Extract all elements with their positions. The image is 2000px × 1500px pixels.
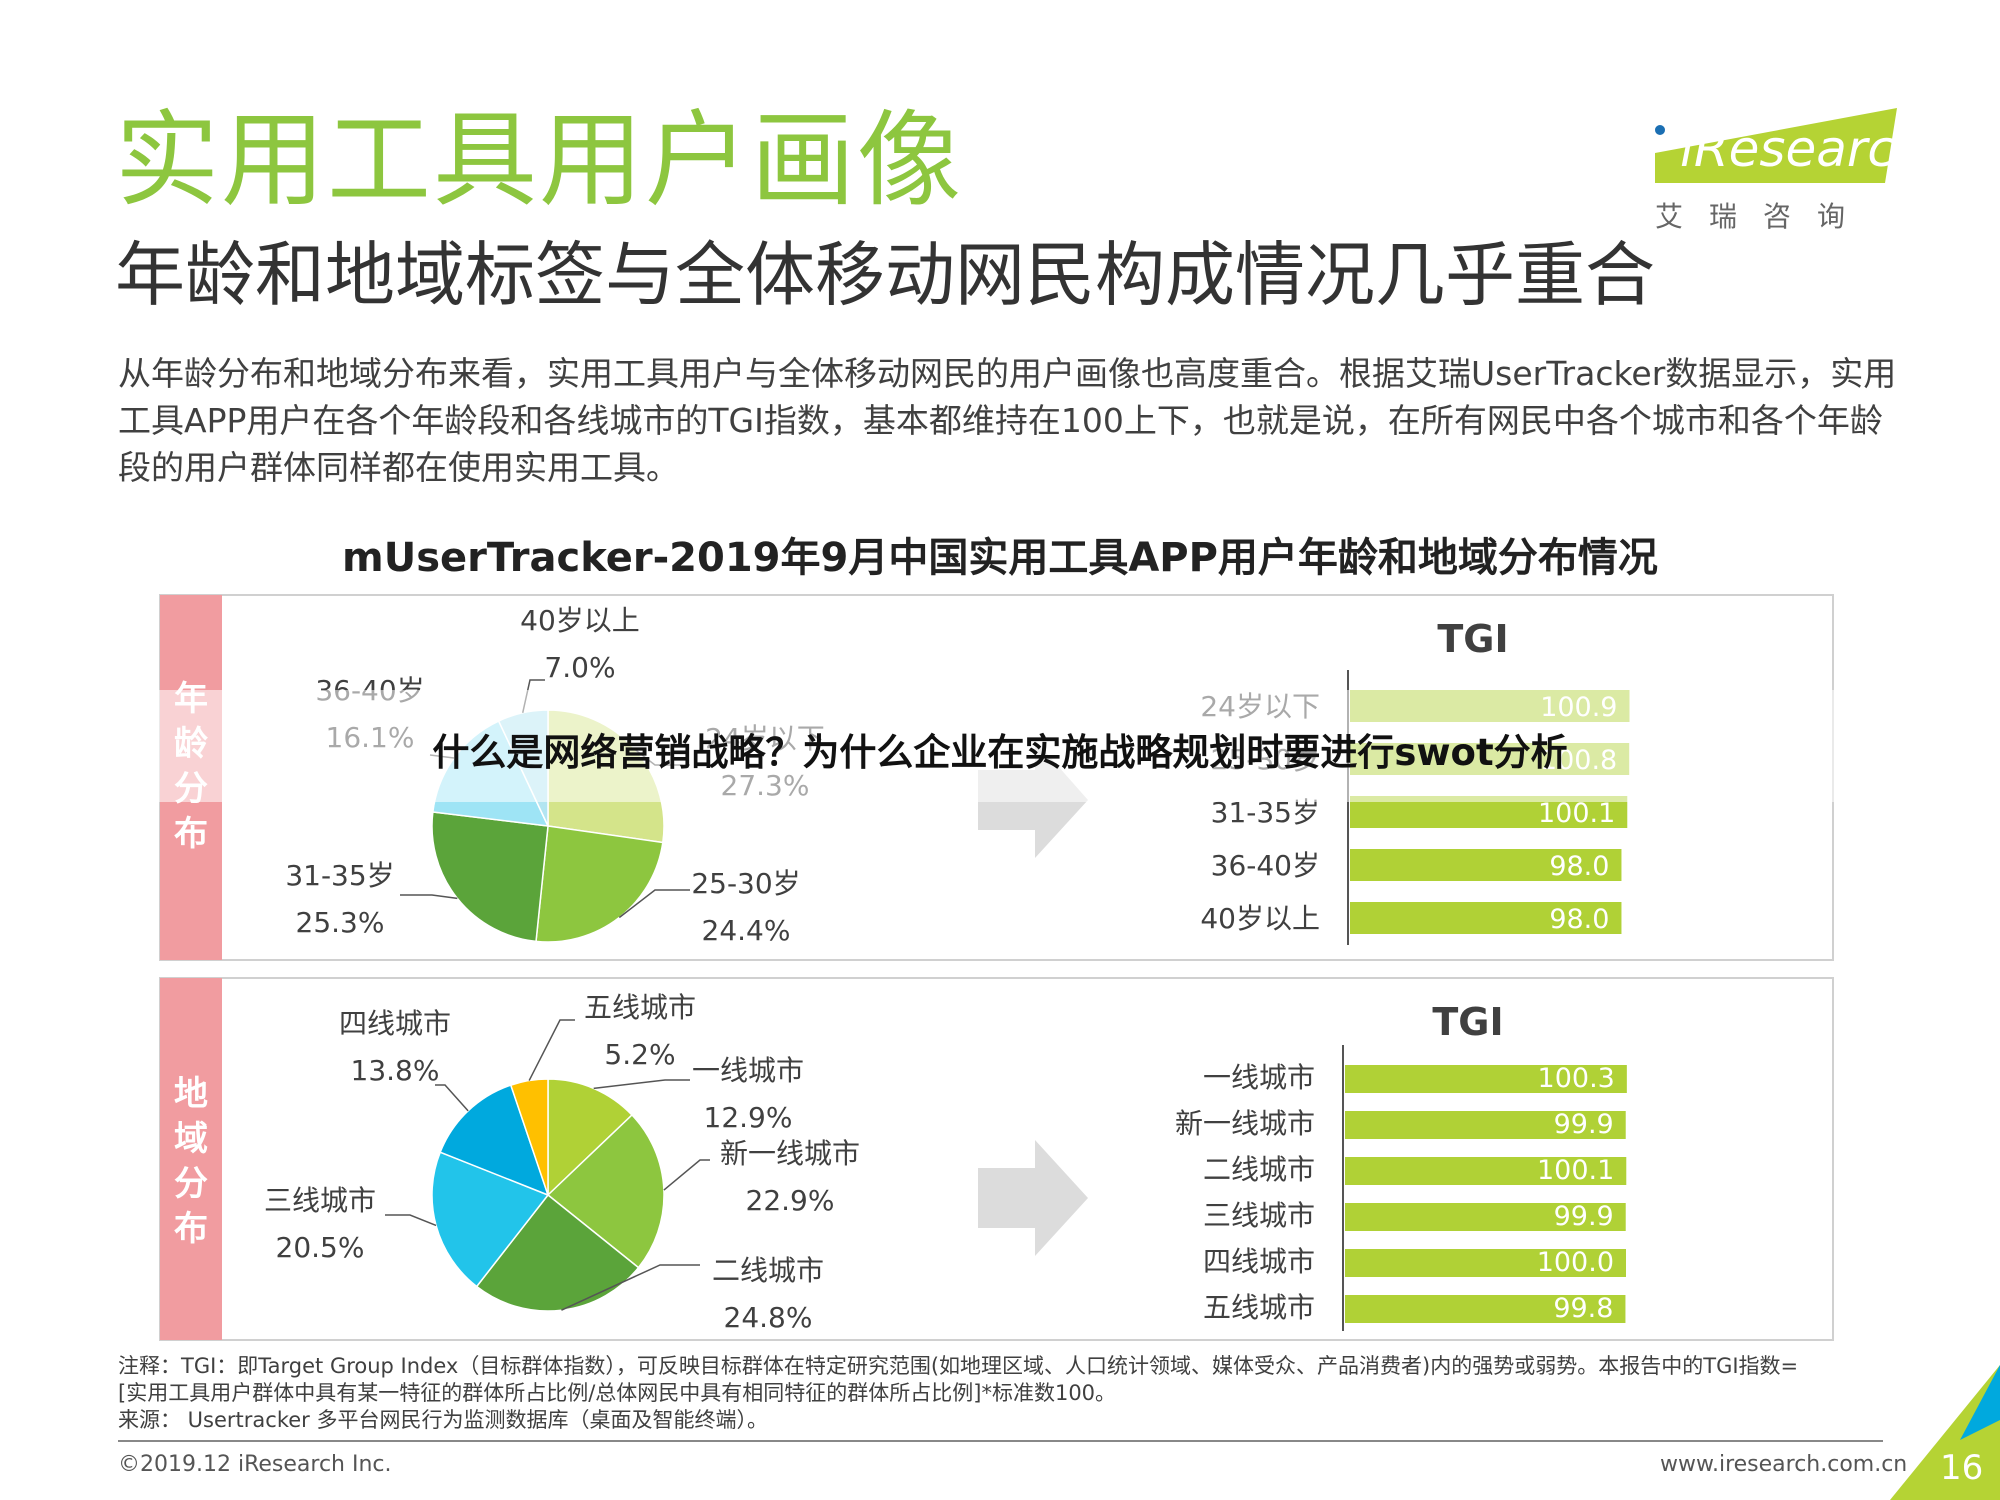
tgi-bar	[1345, 1157, 1627, 1185]
pie-value-label: 25.3%	[296, 906, 385, 939]
overlay-banner	[0, 690, 2000, 802]
overlay-banner-text: 什么是网络营销战略？为什么企业在实施战略规划时要进行swot分析	[432, 731, 1568, 774]
pie-slice	[431, 1151, 550, 1288]
footer-divider	[118, 1440, 1883, 1442]
tgi-bar	[1345, 1249, 1626, 1277]
tgi-bar	[1345, 1203, 1626, 1231]
footnote-source: 来源： Usertracker 多平台网民行为监测数据库（桌面及智能终端）。	[118, 1408, 768, 1432]
body-paragraph: 从年龄分布和地域分布来看，实用工具用户与全体移动网民的用户画像也高度重合。根据艾…	[118, 354, 1897, 487]
pie-leader-line	[528, 1019, 575, 1081]
pie-leader-line	[385, 1214, 437, 1227]
pie-leader-line	[435, 1084, 469, 1112]
tgi-category-label: 新一线城市	[1175, 1107, 1315, 1140]
pie-leader-line	[561, 1264, 700, 1311]
pie-category-label: 二线城市	[712, 1254, 824, 1287]
pie-category-label: 四线城市	[339, 1007, 451, 1040]
pie-value-label: 20.5%	[276, 1231, 365, 1264]
pie-category-label: 一线城市	[692, 1054, 804, 1087]
tgi-value-label: 99.9	[1554, 1201, 1614, 1232]
tgi-category-label: 四线城市	[1203, 1245, 1315, 1278]
tgi-category-label: 五线城市	[1203, 1291, 1315, 1324]
region-side-label-1: 地	[174, 1074, 208, 1114]
tgi-category-label: 36-40岁	[1211, 849, 1320, 882]
page-title: 实用工具用户画像	[115, 99, 964, 221]
pie-category-label: 三线城市	[264, 1184, 376, 1217]
pie-category-label: 25-30岁	[691, 867, 800, 900]
tgi-value-label: 100.1	[1538, 798, 1615, 829]
pie-slice	[535, 825, 664, 943]
chart-title: mUserTracker-2019年9月中国实用工具APP用户年龄和地域分布情况	[342, 535, 1658, 581]
pie-value-label: 7.0%	[544, 651, 615, 684]
region-tgi-chart: TGI 一线城市 100.3 新一线城市 99.9 二线城市 100.1 三线城市 99.9 四线…	[1175, 1000, 1627, 1331]
page-subtitle: 年龄和地域标签与全体移动网民构成情况几乎重合	[115, 234, 1655, 316]
pie-slice	[509, 1078, 549, 1196]
pie-leader-line	[618, 889, 690, 919]
logo-text: iResearch	[1680, 120, 1927, 178]
pie-leader-line	[593, 1079, 690, 1090]
region-side-label-4: 布	[174, 1209, 208, 1249]
pie-leader-line	[400, 894, 458, 900]
region-arrow-icon	[978, 1140, 1088, 1256]
iresearch-logo	[1655, 108, 1897, 183]
pie-value-label: 24.8%	[724, 1301, 813, 1334]
footnote-line-1: 注释：TGI：即Target Group Index（目标群体指数），可反映目标…	[118, 1354, 1799, 1378]
tgi-value-label: 98.0	[1549, 904, 1609, 935]
pie-category-label: 31-35岁	[285, 859, 394, 892]
logo-shape	[1655, 108, 1897, 183]
tgi-bar	[1345, 1295, 1626, 1323]
logo-subtext: 艾瑞咨询	[1655, 200, 1872, 233]
pie-category-label: 新一线城市	[720, 1137, 860, 1170]
region-side-label-bg	[160, 978, 222, 1340]
pie-value-label: 24.4%	[702, 914, 791, 947]
pie-value-label: 22.9%	[746, 1184, 835, 1217]
age-side-label-4: 布	[174, 814, 208, 854]
pie-category-label: 40岁以上	[520, 604, 640, 637]
pie-slice	[547, 1078, 634, 1197]
pie-slice	[431, 811, 549, 943]
tgi-bar	[1350, 849, 1622, 881]
tgi-category-label: 三线城市	[1203, 1199, 1315, 1232]
pie-value-label: 5.2%	[604, 1038, 675, 1071]
corner-decoration	[1890, 1365, 2000, 1500]
region-pie-chart: 一线城市 12.9%新一线城市 22.9% 二线城市 24.8% 三线城市 20.5% 四线城…	[264, 991, 860, 1334]
tgi-value-label: 98.0	[1549, 851, 1609, 882]
tgi-bar	[1350, 902, 1622, 934]
footnote: 注释：TGI：即Target Group Index（目标群体指数），可反映目标…	[118, 1353, 1908, 1434]
pie-value-label: 13.8%	[351, 1054, 440, 1087]
region-side-label-3: 分	[174, 1164, 208, 1204]
corner-decoration-blue	[1960, 1365, 2000, 1440]
tgi-value-label: 99.9	[1554, 1109, 1614, 1140]
copyright: ©2019.12 iResearch Inc.	[118, 1452, 392, 1477]
pie-slice	[546, 1113, 665, 1269]
footnote-line-2: [实用工具用户群体中具有某一特征的群体所占比例/总体网民中具有相同特征的群体所占…	[118, 1381, 1117, 1405]
tgi-value-label: 100.3	[1538, 1063, 1615, 1094]
tgi-category-label: 一线城市	[1203, 1061, 1315, 1094]
logo-dot	[1655, 125, 1665, 135]
tgi-bar	[1345, 1065, 1627, 1093]
tgi-value-label: 100.1	[1537, 1155, 1614, 1186]
tgi-category-label: 二线城市	[1203, 1153, 1315, 1186]
pie-leader-line	[663, 1159, 710, 1191]
tgi-bar	[1345, 1111, 1626, 1139]
tgi-value-label: 100.0	[1537, 1247, 1614, 1278]
pie-value-label: 12.9%	[704, 1101, 793, 1134]
tgi-value-label: 99.8	[1553, 1293, 1613, 1324]
page-number: 16	[1940, 1448, 1984, 1488]
region-side-label-2: 域	[174, 1119, 208, 1159]
tgi-category-label: 40岁以上	[1200, 902, 1320, 935]
website-link[interactable]: www.iresearch.com.cn	[1660, 1452, 1908, 1477]
tgi-title: TGI	[1432, 1000, 1503, 1044]
pie-category-label: 五线城市	[584, 991, 696, 1024]
tgi-title: TGI	[1437, 617, 1508, 661]
